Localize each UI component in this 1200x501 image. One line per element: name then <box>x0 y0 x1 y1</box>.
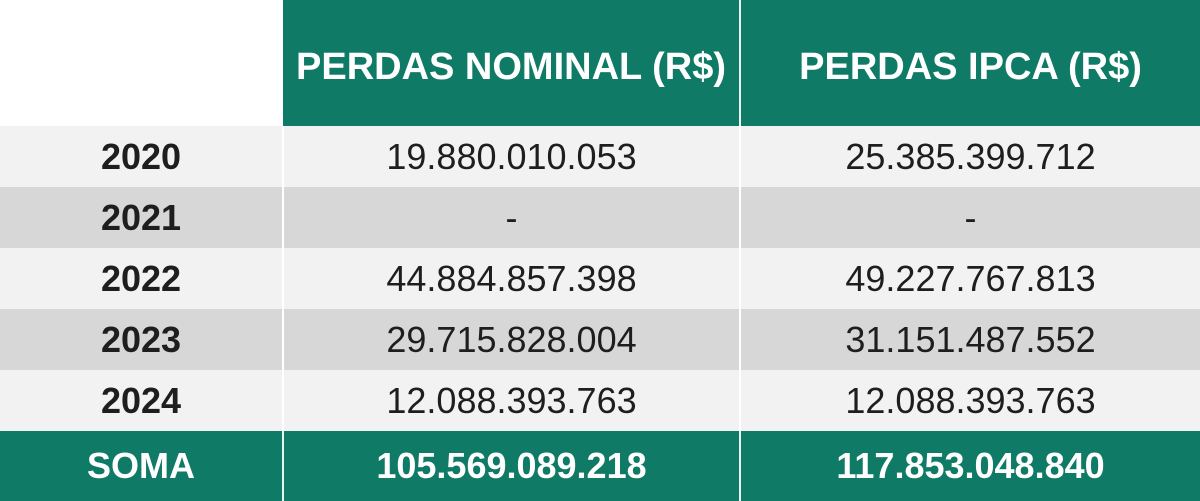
nominal-loss-cell: 19.880.010.053 <box>282 126 740 187</box>
year-cell: 2020 <box>0 126 283 187</box>
table-footer: SOMA 105.569.089.218 117.853.048.840 <box>0 431 1200 501</box>
table-row: 2024 12.088.393.763 12.088.393.763 <box>0 370 1200 431</box>
year-cell: 2024 <box>0 370 283 431</box>
header-year-cell <box>0 0 283 126</box>
total-ipca-cell: 117.853.048.840 <box>739 431 1200 501</box>
header-nominal-losses: PERDAS NOMINAL (R$) <box>283 0 740 126</box>
year-cell: 2023 <box>0 309 283 370</box>
ipca-loss-cell: 31.151.487.552 <box>739 309 1200 370</box>
year-cell: 2022 <box>0 248 283 309</box>
header-row: PERDAS NOMINAL (R$) PERDAS IPCA (R$) <box>0 0 1200 126</box>
total-nominal-cell: 105.569.089.218 <box>282 431 740 501</box>
ipca-loss-cell: 12.088.393.763 <box>739 370 1200 431</box>
nominal-loss-cell: 12.088.393.763 <box>282 370 740 431</box>
ipca-loss-cell: - <box>739 187 1200 248</box>
nominal-loss-cell: 44.884.857.398 <box>282 248 740 309</box>
table-row: 2023 29.715.828.004 31.151.487.552 <box>0 309 1200 370</box>
header-ipca-losses: PERDAS IPCA (R$) <box>739 0 1200 126</box>
total-label: SOMA <box>0 431 283 501</box>
table-row: 2022 44.884.857.398 49.227.767.813 <box>0 248 1200 309</box>
table-body: 2020 19.880.010.053 25.385.399.712 2021 … <box>0 126 1200 431</box>
nominal-loss-cell: 29.715.828.004 <box>282 309 740 370</box>
year-cell: 2021 <box>0 187 283 248</box>
nominal-loss-cell: - <box>282 187 740 248</box>
ipca-loss-cell: 25.385.399.712 <box>739 126 1200 187</box>
total-row: SOMA 105.569.089.218 117.853.048.840 <box>0 431 1200 501</box>
table-row: 2021 - - <box>0 187 1200 248</box>
table-row: 2020 19.880.010.053 25.385.399.712 <box>0 126 1200 187</box>
ipca-loss-cell: 49.227.767.813 <box>739 248 1200 309</box>
table-header: PERDAS NOMINAL (R$) PERDAS IPCA (R$) <box>0 0 1200 126</box>
